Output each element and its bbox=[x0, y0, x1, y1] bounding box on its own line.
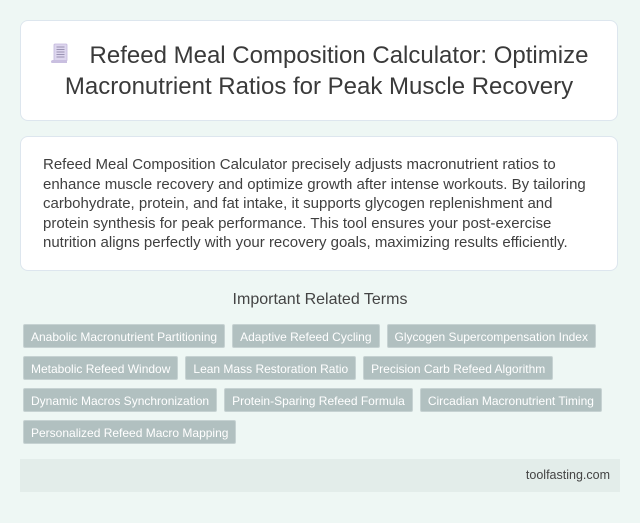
related-term-tag[interactable]: Precision Carb Refeed Algorithm bbox=[363, 356, 554, 380]
description-text: Refeed Meal Composition Calculator preci… bbox=[43, 156, 586, 251]
related-term-tag[interactable]: Personalized Refeed Macro Mapping bbox=[23, 420, 237, 444]
related-term-tag[interactable]: Anabolic Macronutrient Partitioning bbox=[23, 324, 226, 348]
related-term-tag[interactable]: Protein-Sparing Refeed Formula bbox=[224, 388, 413, 412]
page-title-text: Refeed Meal Composition Calculator: Opti… bbox=[64, 41, 589, 100]
footer-site-link[interactable]: toolfasting.com bbox=[525, 468, 610, 482]
document-receipt-icon bbox=[50, 42, 70, 64]
related-term-tag[interactable]: Glycogen Supercompensation Index bbox=[386, 324, 596, 348]
header-card: Refeed Meal Composition Calculator: Opti… bbox=[20, 20, 618, 121]
related-term-tag[interactable]: Dynamic Macros Synchronization bbox=[23, 388, 218, 412]
related-term-tag[interactable]: Metabolic Refeed Window bbox=[23, 356, 179, 380]
page-title: Refeed Meal Composition Calculator: Opti… bbox=[39, 40, 599, 102]
related-term-tag[interactable]: Adaptive Refeed Cycling bbox=[232, 324, 380, 348]
related-term-tag[interactable]: Lean Mass Restoration Ratio bbox=[185, 356, 357, 380]
related-terms-heading: Important Related Terms bbox=[232, 291, 408, 308]
related-term-tag[interactable]: Circadian Macronutrient Timing bbox=[419, 388, 602, 412]
related-terms-list: Anabolic Macronutrient Partitioning Adap… bbox=[23, 324, 613, 444]
footer: toolfasting.com bbox=[20, 459, 620, 492]
description-card: Refeed Meal Composition Calculator preci… bbox=[20, 136, 618, 271]
